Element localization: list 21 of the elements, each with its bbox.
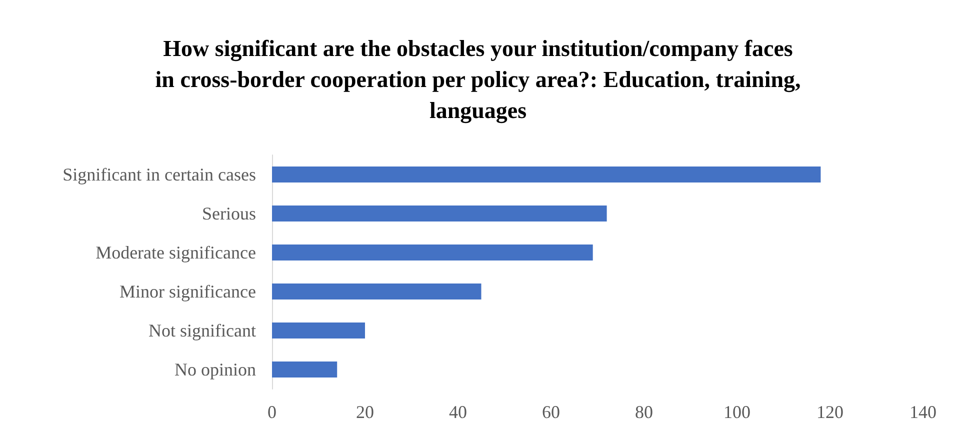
chart-title: How significant are the obstacles your institution/company faces in cross-border cooperation per policy area?: Education, training, languages xyxy=(155,36,801,124)
y-tick-label: Significant in certain cases xyxy=(62,164,256,184)
x-tick-label: 20 xyxy=(356,402,374,422)
x-tick-label: 0 xyxy=(268,402,276,422)
y-tick-label: Minor significance xyxy=(120,282,256,302)
x-tick-label: 40 xyxy=(449,402,467,422)
y-tick-label: Not significant xyxy=(148,320,256,340)
bar xyxy=(272,284,482,300)
y-tick-label: Moderate significance xyxy=(96,242,256,262)
x-tick-label: 80 xyxy=(635,402,653,422)
bar xyxy=(272,206,607,222)
x-tick-label: 120 xyxy=(816,402,844,422)
bar xyxy=(272,244,593,260)
x-tick-label: 60 xyxy=(542,402,560,422)
y-tick-label: No opinion xyxy=(174,360,256,380)
y-tick-label: Serious xyxy=(202,204,256,224)
bar xyxy=(272,322,365,338)
bar xyxy=(272,362,338,378)
x-tick-label: 100 xyxy=(724,402,750,422)
bar xyxy=(272,166,821,182)
x-tick-label: 140 xyxy=(910,402,936,422)
